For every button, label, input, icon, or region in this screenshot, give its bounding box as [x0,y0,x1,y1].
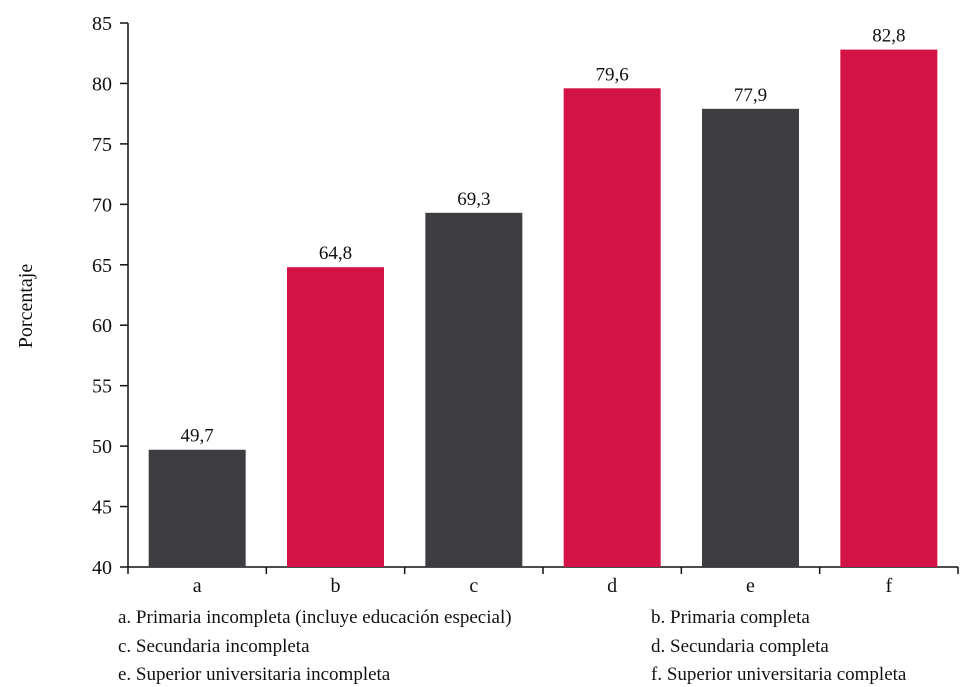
bars [148,49,938,567]
x-tick-label-e: e [746,575,755,597]
legend-item-d: d. Secundaria completa [651,636,829,657]
x-tick-label-c: c [469,575,478,597]
bar-a [148,449,246,567]
bar-f [840,49,938,567]
bar-c [425,212,523,567]
x-tick-label-b: b [331,575,341,597]
value-label-f: 82,8 [872,26,905,47]
value-labels: 49,7 64,8 69,3 79,6 77,9 82,8 [181,26,906,447]
y-tick-label: 50 [92,436,112,458]
legend-item-e: e. Superior universitaria incompleta [118,664,391,685]
bar-chart: 40 45 50 55 60 65 70 75 80 85 a b c d e f 49,7 64,8 69,3… [15,13,959,597]
y-tick-label: 75 [92,134,112,156]
y-tick-label: 70 [92,194,112,216]
legend-item-f: f. Superior universitaria completa [651,664,907,685]
bar-b [287,267,384,567]
y-tick-label: 45 [92,497,112,519]
legend-item-a: a. Primaria incompleta (incluye educació… [118,607,512,628]
y-tick-label: 40 [92,557,112,579]
value-label-b: 64,8 [319,243,352,264]
x-axis: a b c d e f [127,566,959,597]
value-label-e: 77,9 [734,85,767,106]
y-tick-label: 65 [92,255,112,277]
x-tick-label-d: d [607,575,617,597]
value-label-d: 79,6 [596,64,629,85]
bar-e [702,108,799,567]
value-label-c: 69,3 [457,189,490,210]
y-axis-title: Porcentaje [15,264,37,349]
y-tick-label: 60 [92,315,112,337]
value-label-a: 49,7 [181,426,214,447]
y-tick-label: 55 [92,376,112,398]
x-tick-label-f: f [885,575,892,597]
y-tick-label: 85 [92,13,112,35]
y-axis: 40 45 50 55 60 65 70 75 80 85 [92,13,129,579]
legend-item-b: b. Primaria completa [651,607,810,628]
legend-item-c: c. Secundaria incompleta [118,636,310,657]
bar-d [563,88,661,567]
x-tick-label-a: a [193,575,202,597]
y-tick-label: 80 [92,73,112,95]
